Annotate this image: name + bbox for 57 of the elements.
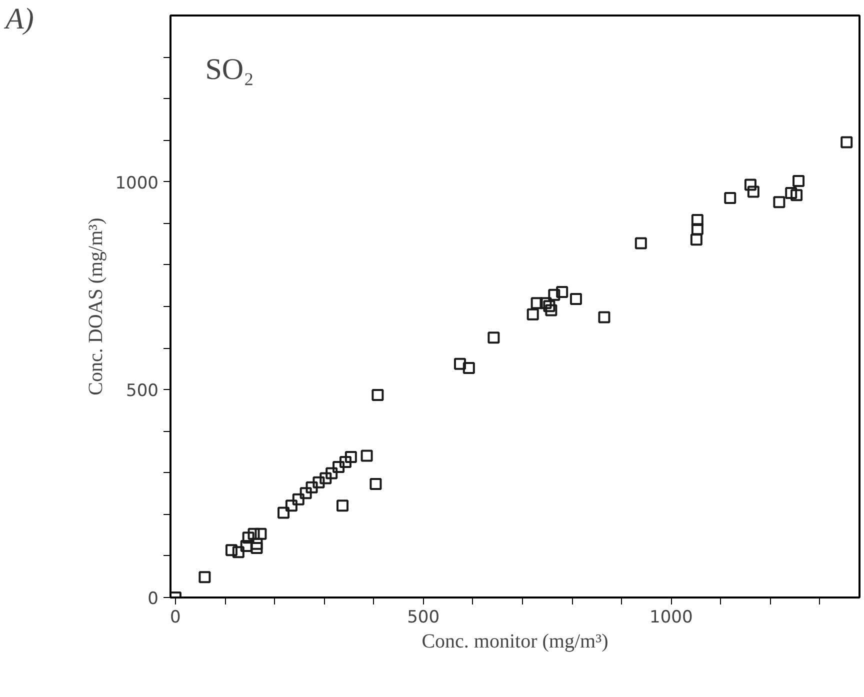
point	[326, 467, 338, 480]
point	[232, 546, 244, 558]
point	[312, 476, 325, 488]
point	[278, 506, 290, 519]
point	[840, 136, 853, 148]
point	[306, 481, 318, 494]
point	[360, 450, 373, 462]
point	[292, 493, 304, 506]
point	[250, 542, 263, 554]
y-tick-label: 500	[126, 381, 159, 402]
point	[339, 456, 352, 468]
point	[285, 500, 298, 512]
y-tick-label: 0	[148, 589, 159, 609]
x-tick-label: 0	[170, 608, 181, 628]
point	[488, 332, 500, 344]
text: SO₂	[205, 53, 254, 86]
point	[454, 358, 466, 370]
point	[320, 472, 332, 484]
point	[792, 174, 805, 187]
point	[300, 487, 312, 500]
point	[785, 187, 798, 200]
point	[747, 186, 760, 198]
point	[372, 389, 384, 402]
text: A)	[4, 2, 34, 36]
point	[598, 311, 610, 324]
point	[744, 178, 756, 191]
point	[570, 293, 582, 306]
point	[548, 288, 560, 301]
x-axis-title: Conc. monitor (mg/m³)	[422, 630, 608, 652]
point	[530, 297, 543, 310]
y-axis-title: Conc. DOAS (mg/m³)	[85, 218, 108, 396]
point	[198, 571, 211, 584]
point	[543, 300, 556, 312]
point	[344, 450, 357, 463]
point	[691, 223, 704, 236]
point	[336, 500, 348, 512]
point	[773, 196, 786, 208]
point	[240, 540, 252, 552]
point	[691, 214, 704, 226]
point	[690, 234, 702, 246]
point	[332, 460, 345, 473]
point	[370, 478, 382, 490]
point	[254, 528, 267, 540]
point	[225, 544, 238, 556]
x-tick-label: 1000	[650, 608, 693, 628]
point	[556, 286, 568, 298]
point	[790, 189, 803, 202]
point	[545, 304, 558, 316]
point	[526, 308, 539, 320]
point	[242, 532, 254, 544]
point	[634, 237, 647, 250]
point	[462, 362, 475, 374]
x-tick-label: 500	[407, 608, 440, 628]
point	[540, 297, 552, 310]
point	[248, 528, 260, 540]
point	[724, 192, 736, 204]
y-tick-label: 1000	[115, 173, 158, 194]
